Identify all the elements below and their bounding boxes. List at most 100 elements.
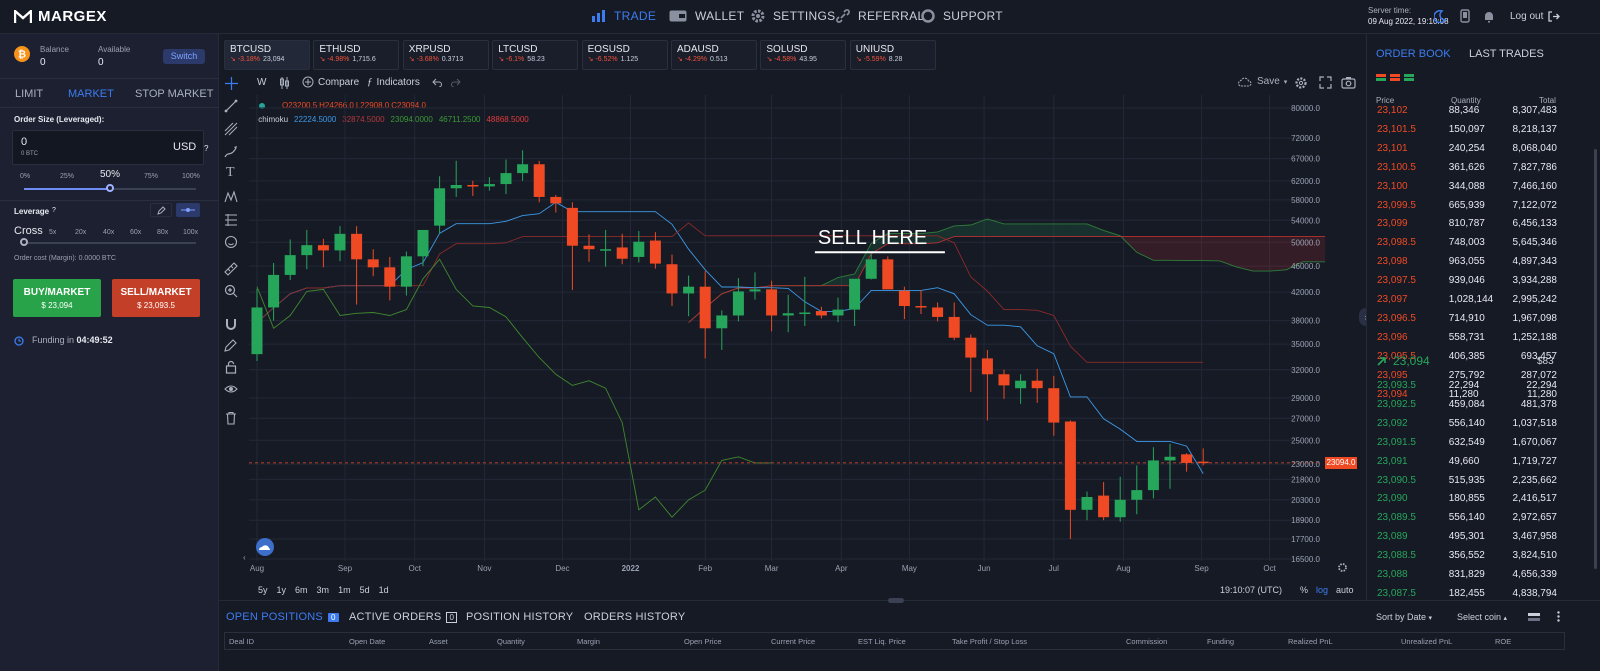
more-vertical-icon[interactable]	[1554, 611, 1563, 622]
range-1d[interactable]: 1d	[378, 585, 389, 595]
pct-mark-75[interactable]: 75%	[144, 173, 159, 180]
percent-scale-toggle[interactable]: %	[1300, 585, 1309, 595]
interval-button[interactable]: W	[257, 77, 267, 88]
price-axis[interactable]: 80000.0 72000.0 67000.0 62000.0 58000.0 54000…	[1291, 104, 1320, 564]
tab-market[interactable]: MARKET	[68, 88, 114, 100]
tab-active-orders[interactable]: ACTIVE ORDERS 0	[349, 611, 458, 623]
lev-mark-40x[interactable]: 40x	[103, 229, 115, 236]
orderbook-row[interactable]: 23,102 88,346 8,307,483	[1367, 101, 1557, 120]
eye-icon[interactable]	[224, 382, 238, 396]
switch-button[interactable]: Switch	[163, 49, 205, 64]
tab-position-history[interactable]: POSITION HISTORY	[466, 611, 574, 623]
trend-line-icon[interactable]	[224, 99, 238, 113]
lev-mark-80x[interactable]: 80x	[157, 229, 169, 236]
emoji-icon[interactable]	[224, 235, 238, 249]
undo-icon[interactable]	[432, 78, 442, 87]
orderbook-row[interactable]: 23,091.5 632,549 1,670,067	[1367, 433, 1557, 452]
orderbook-row[interactable]: 23,100 344,088 7,466,160	[1367, 177, 1557, 196]
magnet-icon[interactable]	[224, 317, 238, 331]
time-axis[interactable]: Aug Sep Oct Nov Dec 2022 Feb Mar Apr May Jun Jul Aug…	[250, 564, 1325, 573]
orderbook-row[interactable]: 23,087.5 182,455 4,838,794	[1367, 584, 1557, 603]
leverage-help-icon[interactable]: ?	[52, 207, 56, 214]
order-size-input[interactable]: 0 0 BTC USD	[12, 130, 204, 165]
select-coin-dropdown[interactable]: Select coin ▴	[1457, 612, 1507, 622]
orderbook-row[interactable]: 23,093.5 22,294 22,294	[1367, 376, 1557, 395]
compare-button[interactable]: Compare	[302, 76, 359, 88]
ticker-adausd[interactable]: ADAUSD ↘ -4.29% 0.513	[671, 40, 757, 70]
tab-stop-market[interactable]: STOP MARKET	[135, 88, 214, 100]
tab-orders-history[interactable]: ORDERS HISTORY	[584, 611, 686, 623]
orderbook-row[interactable]: 23,098 963,055 4,897,343	[1367, 252, 1557, 271]
nav-trade[interactable]: TRADE	[592, 9, 656, 23]
orderbook-row[interactable]: 23,089.5 556,140 2,972,657	[1367, 508, 1557, 527]
brush-icon[interactable]	[224, 145, 238, 159]
range-5d[interactable]: 5d	[359, 585, 370, 595]
crosshair-icon[interactable]	[225, 77, 238, 90]
leverage-slider-handle[interactable]	[20, 238, 28, 246]
orderbook-row[interactable]: 23,099 810,787 6,456,133	[1367, 214, 1557, 233]
sort-dropdown[interactable]: Sort by Date ▾	[1376, 612, 1432, 622]
orderbook-row[interactable]: 23,090 180,855 2,416,517	[1367, 489, 1557, 508]
logout-button[interactable]: Log out	[1510, 11, 1561, 22]
pct-mark-0[interactable]: 0%	[20, 173, 31, 180]
pct-mark-25[interactable]: 25%	[60, 173, 75, 180]
save-button[interactable]: Save ▾	[1237, 76, 1287, 87]
log-scale-toggle[interactable]: log	[1316, 585, 1329, 595]
tab-limit[interactable]: LIMIT	[15, 88, 44, 100]
tab-open-positions[interactable]: OPEN POSITIONS 0	[226, 611, 339, 623]
orderbook-row[interactable]: 23,095 275,792 287,072	[1367, 366, 1557, 385]
size-help-icon[interactable]: ?	[204, 144, 209, 153]
pct-mark-50[interactable]: 50%	[100, 169, 121, 180]
orderbook-row[interactable]: 23,098.5 748,003 5,645,346	[1367, 233, 1557, 252]
text-tool-icon[interactable]: T	[226, 165, 235, 180]
tab-order-book[interactable]: ORDER BOOK	[1376, 48, 1451, 60]
camera-icon[interactable]	[1341, 76, 1356, 89]
ticker-ltcusd[interactable]: LTCUSD ↘ -6.1% 58.23	[492, 40, 579, 70]
orderbook-row[interactable]: 23,100.5 361,626 7,827,786	[1367, 158, 1557, 177]
moon-icon[interactable]	[1434, 10, 1446, 23]
ticker-eosusd[interactable]: EOSUSD ↘ -6.52% 1.125	[581, 40, 668, 70]
pencil-lock-icon[interactable]	[224, 338, 238, 352]
price-chart[interactable]: 80000.0 72000.0 67000.0 62000.0 58000.0 54000…	[249, 95, 1325, 575]
orderbook-row[interactable]: 23,101 240,254 8,068,040	[1367, 139, 1557, 158]
redo-icon[interactable]	[451, 78, 461, 87]
lev-mark-60x[interactable]: 60x	[130, 229, 142, 236]
buy-market-button[interactable]: BUY/MARKET $ 23,094	[13, 279, 101, 317]
orderbook-row[interactable]: 23,088 831,829 4,656,339	[1367, 565, 1557, 584]
nav-settings[interactable]: SETTINGS	[751, 9, 835, 23]
pct-mark-100[interactable]: 100%	[182, 173, 200, 180]
candles-icon[interactable]	[280, 76, 290, 90]
nav-support[interactable]: SUPPORT	[921, 9, 1003, 23]
orderbook-row[interactable]: 23,088.5 356,552 3,824,510	[1367, 546, 1557, 565]
orderbook-row[interactable]: 23,096.5 714,910 1,967,098	[1367, 309, 1557, 328]
orderbook-row[interactable]: 23,089 495,301 3,467,958	[1367, 527, 1557, 546]
nav-referral[interactable]: REFERRAL	[836, 9, 924, 23]
ticker-ethusd[interactable]: ETHUSD ↘ -4.98% 1,715.6	[313, 40, 400, 70]
leverage-mode[interactable]: Cross	[14, 225, 43, 237]
book-view-toggles[interactable]	[1376, 74, 1414, 81]
brand-logo[interactable]: MARGEX	[14, 8, 107, 25]
lev-mark-5x[interactable]: 5x	[49, 229, 57, 236]
fib-icon[interactable]	[224, 122, 238, 136]
leverage-slider[interactable]	[24, 242, 196, 244]
ticker-btcusd[interactable]: BTCUSD ↘ -3.18% 23,094	[224, 40, 310, 70]
settings-axis-icon[interactable]	[1337, 562, 1348, 573]
orderbook-row[interactable]: 23,094 11,280 11,280	[1367, 385, 1557, 404]
size-slider-handle[interactable]	[106, 184, 114, 192]
ruler-icon[interactable]	[224, 262, 238, 276]
lev-mark-20x[interactable]: 20x	[75, 229, 87, 236]
orderbook-row[interactable]: 23,091 49,660 1,719,727	[1367, 452, 1557, 471]
orderbook-row[interactable]: 23,092.5 459,084 481,378	[1367, 395, 1557, 414]
sell-market-button[interactable]: SELL/MARKET $ 23,093.5	[112, 279, 200, 317]
orderbook-row[interactable]: 23,097.5 939,046 3,934,288	[1367, 271, 1557, 290]
fullscreen-icon[interactable]	[1319, 76, 1332, 89]
orderbook-row[interactable]: 23,101.5 150,097 8,218,137	[1367, 120, 1557, 139]
orderbook-scrollbar[interactable]	[1594, 149, 1597, 569]
range-6m[interactable]: 6m	[295, 585, 308, 595]
layout-icon[interactable]	[1528, 613, 1540, 621]
orderbook-row[interactable]: 23,092 556,140 1,037,518	[1367, 414, 1557, 433]
orderbook-row[interactable]: 23,096 558,731 1,252,188	[1367, 328, 1557, 347]
orderbook-row[interactable]: 23,097 1,028,144 2,995,242	[1367, 290, 1557, 309]
edit-leverage-button[interactable]	[150, 203, 172, 217]
orderbook-row[interactable]: 23,099.5 665,939 7,122,072	[1367, 196, 1557, 215]
